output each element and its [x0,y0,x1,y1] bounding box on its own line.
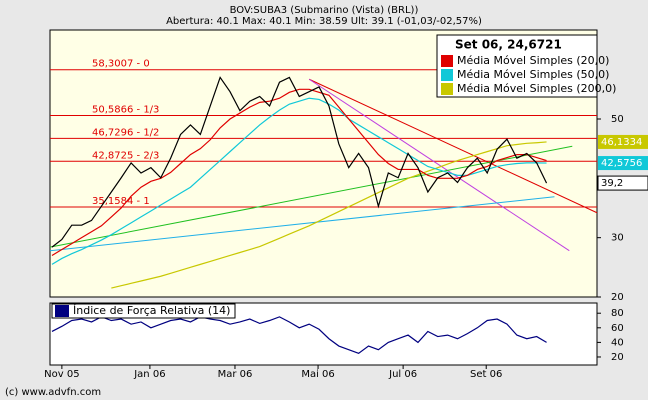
end-label-box [598,156,648,171]
end-label: 42,5756 [601,158,642,169]
series-line [51,97,547,265]
end-label-box [597,175,648,191]
trendline [49,145,573,248]
series-line [51,88,547,256]
legend-label: Média Móvel Simples (20,0) [457,54,609,67]
trendline [49,196,555,252]
trendline [308,78,570,252]
level-label: 35,1584 - 1 [92,196,150,207]
end-label-box [598,134,648,149]
legend-title: Set 06, 24,6721 [455,38,562,52]
footer: (c) www.advfn.com [5,387,101,398]
x-tick-label: Jul 06 [388,369,417,380]
legend-label: Média Móvel Simples (200,0) [457,82,616,95]
chart-subtitle: Abertura: 40.1 Max: 40.1 Min: 38.59 Ult:… [166,16,482,27]
x-tick-label: Set 06 [470,369,502,380]
level-label: 42,8725 - 2/3 [92,150,159,161]
legend-label: Índice de Força Relativa (14) [73,304,230,317]
legend-box [51,303,236,319]
chart-title: BOV:SUBA3 (Submarino (Vista) (BRL)) [230,5,419,16]
legend-box [436,34,598,98]
level-label: 50,5866 - 1/3 [92,105,159,116]
y-tick-label: 40 [611,337,624,348]
y-tick-label: 30 [611,233,624,244]
legend-swatch [441,69,453,81]
y-tick-label: 60 [611,323,624,334]
legend-swatch [441,55,453,67]
y-tick-label: 50 [611,114,624,125]
y-tick-label: 20 [611,292,624,303]
x-tick-label: Nov 05 [44,369,79,380]
series-line [111,141,547,289]
x-tick-label: Mar 06 [218,369,253,380]
legend-label: Média Móvel Simples (50,0) [457,68,609,81]
end-label: 46,1334 [601,137,642,148]
level-label: 46,7296 - 1/2 [92,127,159,138]
series-line [51,76,548,248]
legend-swatch [441,83,453,95]
legend-swatch [55,305,69,317]
y-tick-label: 80 [611,308,624,319]
series-line [51,316,547,355]
y-tick-label: 20 [611,352,624,363]
level-label: 58,3007 - 0 [92,59,150,70]
x-tick-label: Jan 06 [133,369,165,380]
end-label: 39,2 [601,178,623,189]
x-tick-label: Mai 06 [301,369,334,380]
trendline [308,78,598,214]
